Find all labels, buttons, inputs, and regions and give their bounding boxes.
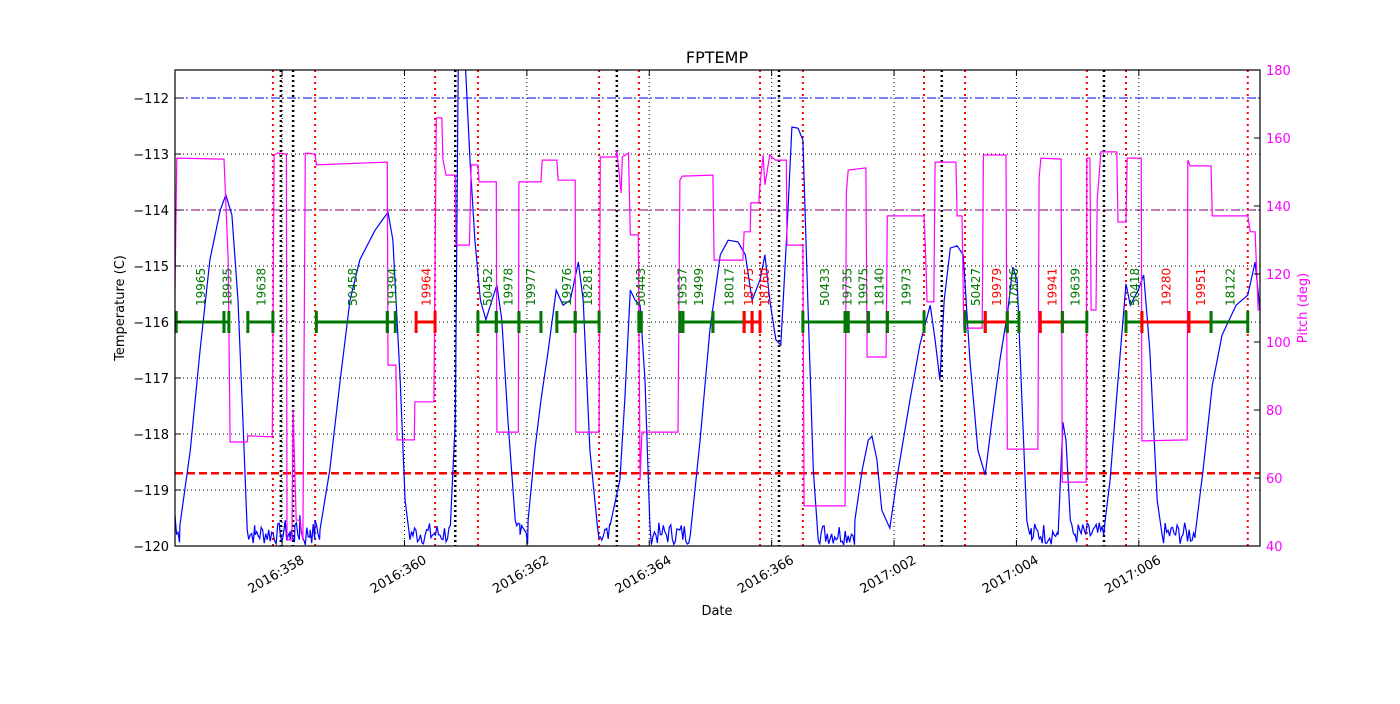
- obsid-label: 18140: [873, 268, 887, 306]
- obsid-label: 19639: [1069, 268, 1083, 306]
- obsid-label: 19735: [841, 268, 855, 306]
- obsid-label: 19973: [900, 268, 914, 306]
- y-tick-label: −117: [133, 372, 169, 387]
- obsid-label: 19977: [524, 268, 538, 306]
- obsid-label: 19951: [1194, 268, 1208, 306]
- x-tick-label: 2016:360: [368, 553, 429, 597]
- plot-area: [175, 70, 1260, 546]
- y2-tick-label: 60: [1266, 472, 1283, 487]
- obsid-label: 19638: [254, 268, 268, 306]
- obsid-label: 50452: [481, 268, 495, 306]
- obsid-label: 50418: [1128, 268, 1142, 306]
- obsid-label: 50427: [969, 268, 983, 306]
- x-tick-label: 2016:358: [246, 553, 307, 597]
- y-tick-label: −118: [133, 428, 169, 443]
- chart-title: FPTEMP: [686, 48, 749, 67]
- pitch-line: [175, 117, 1260, 541]
- obsid-label: 18122: [1223, 268, 1237, 306]
- x-tick-label: 2016:366: [735, 553, 796, 597]
- y-tick-label: −120: [133, 540, 169, 555]
- obsid-label: 18775: [742, 268, 756, 306]
- y-tick-label: −116: [133, 316, 169, 331]
- x-tick-label: 2017:004: [980, 553, 1041, 597]
- grid: [175, 70, 1260, 546]
- y2-tick-label: 180: [1266, 64, 1291, 79]
- x-tick-label: 2017:002: [858, 553, 919, 597]
- y2-tick-label: 80: [1266, 404, 1283, 419]
- y-tick-label: −114: [133, 204, 169, 219]
- y-tick-label: −119: [133, 484, 169, 499]
- obsid-label: 18281: [581, 268, 595, 306]
- obsid-label: 19978: [502, 268, 516, 306]
- obsid-label: 18760: [758, 268, 772, 306]
- obsid-label: 18935: [220, 268, 234, 306]
- y-tick-label: −115: [133, 260, 169, 275]
- y2-tick-label: 40: [1266, 540, 1283, 555]
- y2-tick-label: 100: [1266, 336, 1291, 351]
- y2-tick-label: 160: [1266, 132, 1291, 147]
- y-tick-label: −113: [133, 148, 169, 163]
- y2-axis-label: Pitch (deg): [1296, 273, 1311, 343]
- plot-frame: [174, 69, 1261, 547]
- obsid-label: 19964: [420, 268, 434, 306]
- temperature-line: [175, 70, 1260, 546]
- obsid-label: 50443: [634, 268, 648, 306]
- obsid-label: 19965: [194, 268, 208, 306]
- x-axis-label: Date: [701, 604, 732, 619]
- obsid-label: 19499: [692, 268, 706, 306]
- y2-tick-label: 140: [1266, 200, 1291, 215]
- obsid-label: 19280: [1160, 268, 1174, 306]
- x-tick-label: 2017:006: [1102, 553, 1163, 597]
- obsid-label: 19979: [990, 268, 1004, 306]
- obsid-label: 19941: [1045, 268, 1059, 306]
- y2-tick-label: 120: [1266, 268, 1291, 283]
- obsid-label: 19394: [385, 268, 399, 306]
- obsid-label: 19975: [857, 268, 871, 306]
- obsid-label: 50433: [818, 268, 832, 306]
- obsid-label: 19976: [560, 268, 574, 306]
- obsid-label: 17846: [1007, 268, 1021, 306]
- obsid-labels: 19965 18935 19638 50458 19394 19964 50452 19978…: [194, 268, 1237, 306]
- y-tick-label: −112: [133, 92, 169, 107]
- obsid-label: 18017: [723, 268, 737, 306]
- x-tick-label: 2016:362: [490, 553, 551, 597]
- x-tick-label: 2016:364: [613, 553, 674, 597]
- obsid-label: 50458: [346, 268, 360, 306]
- obsid-label: 19537: [675, 268, 689, 306]
- y-axis-label: Temperature (C): [113, 255, 128, 362]
